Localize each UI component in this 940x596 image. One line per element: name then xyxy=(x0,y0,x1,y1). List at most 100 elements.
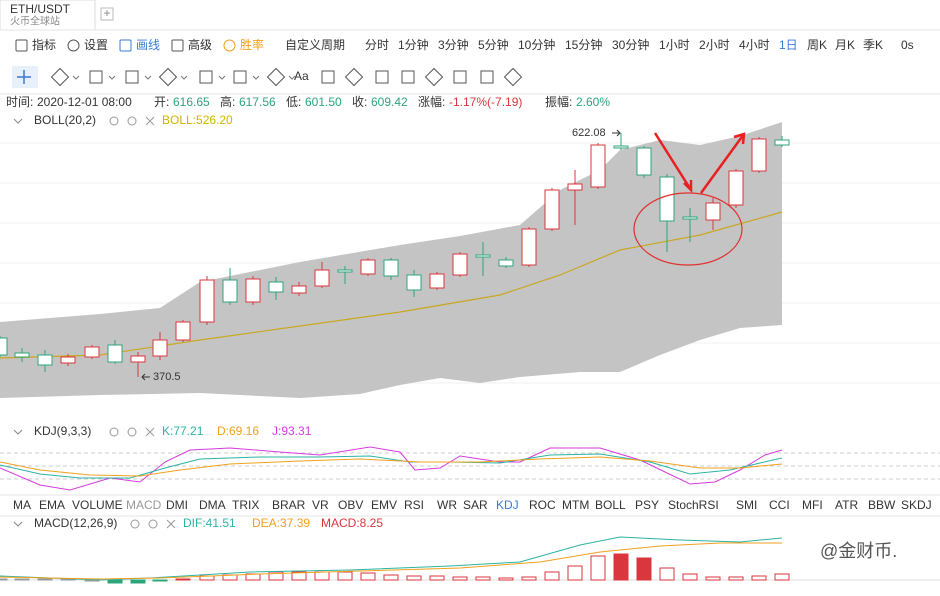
tool-icon[interactable] xyxy=(266,67,286,87)
tool-icon[interactable] xyxy=(89,70,103,84)
period[interactable]: 10分钟 xyxy=(518,37,555,52)
indicator-tab[interactable]: StochRSI xyxy=(668,498,719,512)
indicator-tab[interactable]: ATR xyxy=(835,498,858,512)
period[interactable]: 自定义周期 xyxy=(285,37,345,52)
indicator-tab[interactable]: SKDJ xyxy=(901,498,932,512)
eye-icon[interactable] xyxy=(130,519,140,529)
tool-icon[interactable] xyxy=(233,70,247,84)
period[interactable]: 季K xyxy=(863,38,883,52)
dropdown xyxy=(144,75,152,80)
candle-body xyxy=(314,269,330,287)
eye-icon[interactable] xyxy=(109,427,119,437)
indicator-tab[interactable]: SAR xyxy=(463,498,488,512)
add-tab[interactable] xyxy=(100,7,114,21)
period[interactable]: 5分钟 xyxy=(478,37,509,52)
tool-icon[interactable] xyxy=(321,70,335,84)
candle-body xyxy=(222,279,238,303)
indicator-tab[interactable]: MACD xyxy=(126,498,162,512)
period[interactable]: 15分钟 xyxy=(565,37,602,52)
gear-icon[interactable] xyxy=(127,427,137,437)
indicator-tab[interactable]: TRIX xyxy=(232,498,259,512)
highlight-circle xyxy=(633,192,743,266)
tool-icon[interactable] xyxy=(344,67,364,87)
indicator-tab[interactable]: MA xyxy=(13,498,31,512)
toolbar-item[interactable]: 胜率 xyxy=(240,37,264,52)
toolbar-item[interactable]: 高级 xyxy=(188,37,212,52)
period[interactable]: 分时 xyxy=(365,38,389,52)
low-arrow xyxy=(141,373,150,381)
eye-icon[interactable] xyxy=(109,116,119,126)
indicator-label: MACD:8.25 xyxy=(321,516,383,530)
tool-icon[interactable] xyxy=(401,70,415,84)
tool-icon[interactable] xyxy=(50,67,70,87)
indicator-tab[interactable]: EMA xyxy=(39,498,65,512)
toolbar-icon xyxy=(119,39,132,52)
candle-body xyxy=(383,259,399,277)
indicator-tab[interactable]: RSI xyxy=(404,498,424,512)
tool-icon[interactable] xyxy=(158,67,178,87)
candle-body xyxy=(199,279,215,323)
indicator-tab[interactable]: MFI xyxy=(802,498,823,512)
close-icon[interactable] xyxy=(145,116,155,126)
indicator-tab[interactable]: CCI xyxy=(769,498,790,512)
indicator-tab[interactable]: WR xyxy=(437,498,457,512)
tool-icon[interactable] xyxy=(199,70,213,84)
indicator-tab[interactable]: BRAR xyxy=(272,498,306,512)
indicator-tab[interactable]: VR xyxy=(312,498,329,512)
toolbar-icon xyxy=(223,39,236,52)
indicator-label: D:69.16 xyxy=(217,424,259,438)
period[interactable]: 1分钟 xyxy=(398,37,429,52)
indicator-tab[interactable]: SMI xyxy=(736,498,757,512)
chevron xyxy=(13,521,23,527)
close-icon[interactable] xyxy=(166,519,176,529)
info-value: -1.17%(-7.19) xyxy=(449,95,522,109)
info-value: 616.65 xyxy=(173,95,210,109)
gear-icon[interactable] xyxy=(148,519,158,529)
period[interactable]: 2小时 xyxy=(699,38,730,52)
candle-body xyxy=(60,356,76,364)
toolbar-item[interactable]: 设置 xyxy=(84,38,108,52)
candle-body xyxy=(130,355,146,363)
indicator-label: BOLL:526.20 xyxy=(162,113,233,127)
toolbar-icon xyxy=(171,39,184,52)
tool-icon[interactable] xyxy=(480,70,494,84)
indicator-tab[interactable]: PSY xyxy=(635,498,659,512)
dropdown xyxy=(72,75,80,80)
exchange: 火币全球站 xyxy=(10,15,60,28)
indicator-tab[interactable]: BOLL xyxy=(595,498,626,512)
gear-icon[interactable] xyxy=(127,116,137,126)
macd-bar xyxy=(314,571,330,581)
indicator-tab[interactable]: OBV xyxy=(338,498,363,512)
macd-bar xyxy=(383,574,399,581)
period[interactable]: 1小时 xyxy=(659,38,690,52)
macd-bar xyxy=(0,578,8,581)
tool-icon[interactable] xyxy=(503,67,523,87)
indicator-tab[interactable]: ROC xyxy=(529,498,556,512)
period[interactable]: 1日 xyxy=(779,38,798,52)
close-icon[interactable] xyxy=(145,427,155,437)
indicator-tab[interactable]: DMA xyxy=(199,498,226,512)
indicator-tab[interactable]: BBW xyxy=(868,498,896,512)
tool-icon[interactable] xyxy=(17,70,31,84)
tool-icon[interactable] xyxy=(424,67,444,87)
macd-bar xyxy=(37,578,53,581)
indicator-tab[interactable]: DMI xyxy=(166,498,188,512)
period[interactable]: 4小时 xyxy=(739,38,770,52)
indicator-tab[interactable]: VOLUME xyxy=(72,498,123,512)
macd-bar xyxy=(682,573,698,581)
period[interactable]: 周K xyxy=(807,38,827,52)
tab[interactable] xyxy=(0,0,96,31)
period[interactable]: 月K xyxy=(835,38,855,52)
indicator-tab[interactable]: KDJ xyxy=(496,498,519,512)
tool-text[interactable]: Aa xyxy=(294,69,309,83)
period[interactable]: 3分钟 xyxy=(438,37,469,52)
tool-icon[interactable] xyxy=(453,70,467,84)
toolbar-item[interactable]: 画线 xyxy=(136,38,160,52)
chevron xyxy=(13,118,23,124)
toolbar-item[interactable]: 指标 xyxy=(32,37,56,52)
indicator-tab[interactable]: MTM xyxy=(562,498,589,512)
tool-icon[interactable] xyxy=(375,70,389,84)
period[interactable]: 30分钟 xyxy=(612,37,649,52)
tool-icon[interactable] xyxy=(125,70,139,84)
indicator-tab[interactable]: EMV xyxy=(371,498,397,512)
